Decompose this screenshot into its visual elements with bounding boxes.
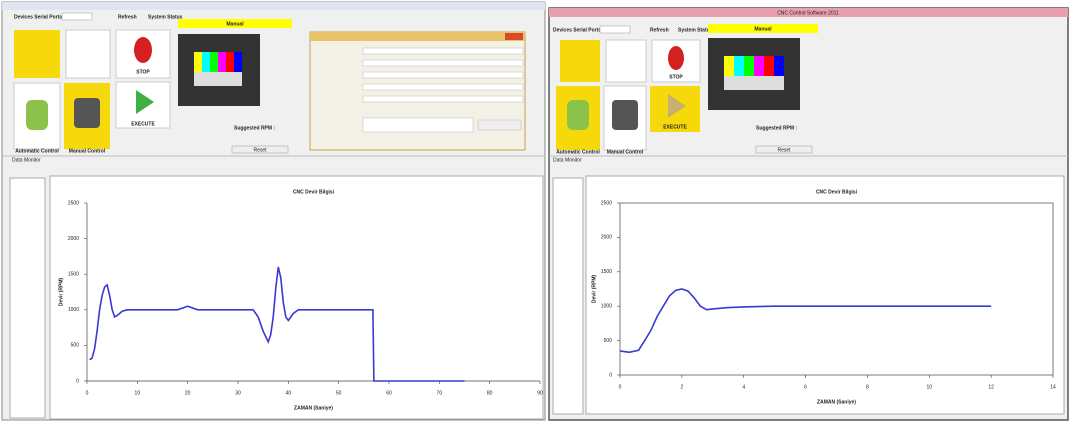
chart-panel [50,176,543,419]
title-bar [2,2,545,10]
y-tick-label: 500 [71,343,80,349]
rotate-right-button[interactable] [66,30,110,78]
chart-title: CNC Devir Bilgisi [293,189,335,195]
port-combo[interactable] [600,26,630,33]
refresh-button[interactable]: Refresh [118,14,137,20]
value-list [553,178,583,414]
suggested-label: Suggested RPM : [756,125,797,131]
x-tick-label: 2 [680,384,683,390]
android-icon [567,100,589,130]
refresh-button[interactable]: Refresh [650,27,669,33]
reset-label: Reset [253,147,267,153]
x-tick-label: 10 [927,384,933,390]
x-tick-label: 14 [1050,384,1056,390]
execute-label: EXECUTE [663,124,687,130]
status-label: System Status [148,14,183,20]
chart-panel [586,176,1064,414]
dialog [310,32,525,150]
mode-label: Manual [226,21,244,27]
manual-label: Manual Control [607,149,644,155]
x-tick-label: 80 [487,390,493,396]
android-icon [26,100,48,130]
mode-label: Manual [754,26,772,32]
reset-label: Reset [777,147,791,153]
stop-icon [668,46,684,70]
x-axis-label: ZAMAN (Saniye) [294,405,333,411]
manual-label: Manual Control [69,148,106,154]
y-tick-label: 2500 [601,200,612,206]
x-tick-label: 10 [135,390,141,396]
rotate-left-button[interactable] [14,30,60,78]
stop-label: STOP [136,69,150,75]
monitor-label: Data Monitor [12,157,41,163]
execute-label: EXECUTE [131,121,155,127]
monitor-label: Data Monitor [553,157,582,163]
rotate-left-button[interactable] [560,40,600,82]
y-axis-label: Devir (RPM) [591,274,597,303]
x-tick-label: 60 [386,390,392,396]
stop-label: STOP [669,74,683,80]
rotate-right-button[interactable] [606,40,646,82]
x-tick-label: 0 [619,384,622,390]
chart-title: CNC Devir Bilgisi [816,189,858,195]
x-tick-label: 70 [437,390,443,396]
x-tick-label: 8 [866,384,869,390]
y-axis-label: Devir (RPM) [58,277,64,306]
manual-icon [74,98,100,128]
port-combo[interactable] [62,13,92,20]
x-tick-label: 4 [742,384,745,390]
y-tick-label: 1000 [601,304,612,310]
x-tick-label: 90 [537,390,543,396]
x-tick-label: 50 [336,390,342,396]
y-tick-label: 500 [604,338,613,344]
auto-label: Automatic Control [556,149,600,155]
y-tick-label: 2500 [68,200,79,206]
x-tick-label: 0 [86,390,89,396]
test-pattern [178,34,260,106]
manual-icon [612,100,638,130]
y-tick-label: 1500 [601,269,612,275]
test-pattern [708,38,800,110]
y-tick-label: 0 [76,378,79,384]
stop-icon [134,37,152,63]
ports-label: Devices Serial Ports [553,27,601,33]
value-list [10,178,45,418]
y-tick-label: 2000 [68,236,79,242]
x-tick-label: 20 [185,390,191,396]
screenshot: Devices Serial Ports Refresh System Stat… [0,0,1070,423]
y-tick-label: 0 [609,372,612,378]
x-tick-label: 30 [235,390,241,396]
page: Devices Serial Ports Refresh System Stat… [0,0,1070,423]
x-tick-label: 40 [286,390,292,396]
x-axis-label: ZAMAN (Saniye) [817,399,856,405]
suggested-label: Suggested RPM : [234,125,275,131]
status-label: System Status [678,27,713,33]
ports-label: Devices Serial Ports [14,14,62,20]
window-title: CNC Control Software 2011 [777,10,839,16]
y-tick-label: 2000 [601,235,612,241]
y-tick-label: 1500 [68,272,79,278]
x-tick-label: 6 [804,384,807,390]
x-tick-label: 12 [988,384,994,390]
y-tick-label: 1000 [68,307,79,313]
auto-label: Automatic Control [15,148,59,154]
